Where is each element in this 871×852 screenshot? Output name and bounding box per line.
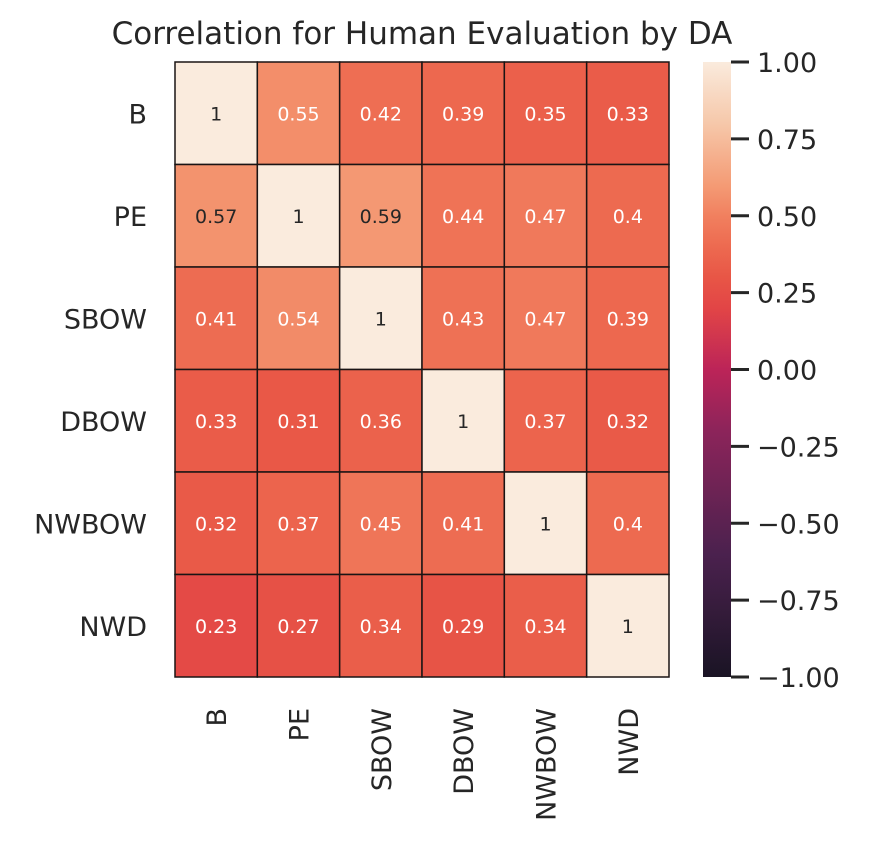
colorbar-tick-label: 0.00 [757,356,817,387]
cell-value-label: 0.23 [195,616,237,638]
row-label: PE [114,202,147,233]
colorbar-tick-label: 0.50 [757,202,817,233]
cell-value-label: 0.42 [360,103,402,125]
cell-value-label: 0.45 [360,513,402,535]
heatmap-cell [338,471,423,576]
cell-value-label: 0.34 [360,616,402,638]
row-label: DBOW [60,407,147,438]
cell-value-label: 0.37 [524,411,566,433]
column-label: SBOW [367,708,398,791]
colorbar-tick-label: 0.25 [757,279,817,310]
heatmap-cell [503,266,588,371]
heatmap-cell [503,471,588,576]
column-label: B [202,708,233,727]
cell-value-label: 0.4 [613,513,643,535]
cell-value-label: 0.32 [607,411,649,433]
heatmap-cell [421,163,506,268]
column-label: DBOW [449,708,480,795]
row-label: SBOW [64,304,147,335]
row-label: B [128,99,147,130]
heatmap-cell [174,573,259,678]
cell-value-label: 1 [375,308,387,330]
column-labels: B PE SBOW DBOW NWBOW NWD [202,708,645,821]
row-label: NWD [79,612,147,643]
cell-value-label: 0.33 [607,103,649,125]
heatmap-cell [174,471,259,576]
cell-value-label: 0.4 [613,206,643,228]
column-label: NWBOW [532,708,563,821]
heatmap-cell [174,368,259,473]
cell-value-label: 0.43 [442,308,484,330]
cell-value-label: 0.39 [607,308,649,330]
cell-value-label: 1 [622,616,634,638]
colorbar-tick-label: −0.50 [757,509,840,540]
colorbar-ticks: 1.00 0.75 0.50 0.25 0.00 −0.25 −0.50 −0.75 −1.00 [731,48,840,694]
cell-value-label: 0.27 [277,616,319,638]
cell-value-label: 0.35 [524,103,566,125]
heatmap-cell [256,368,341,473]
heatmap-cell [585,368,670,473]
colorbar: 1.00 0.75 0.50 0.25 0.00 −0.25 −0.50 −0.75 −1.00 [703,48,840,694]
heatmap-cells [174,61,670,678]
colorbar-tick-label: 1.00 [757,48,817,79]
heatmap-cell [585,266,670,371]
heatmap-cell [338,61,423,166]
column-label: PE [285,708,316,741]
heatmap-cell [256,163,341,268]
heatmap-cell [256,61,341,166]
cell-value-label: 0.33 [195,411,237,433]
cell-value-label: 0.32 [195,513,237,535]
cell-value-label: 1 [210,103,222,125]
heatmap-cell [585,573,670,678]
colorbar-gradient [703,62,731,677]
heatmap-cell [503,573,588,678]
heatmap-cell [174,61,259,166]
cell-value-label: 0.47 [524,308,566,330]
colorbar-tick-label: −1.00 [757,663,840,694]
cell-value-label: 0.47 [524,206,566,228]
cell-value-label: 1 [457,411,469,433]
cell-value-label: 0.29 [442,616,484,638]
column-label: NWD [614,708,645,776]
cell-value-label: 0.41 [195,308,237,330]
cell-value-label: 0.55 [277,103,319,125]
heatmap-cell [256,266,341,371]
heatmap-cell [338,368,423,473]
colorbar-tick-label: 0.75 [757,125,817,156]
cell-value-label: 0.54 [277,308,319,330]
heatmap-cell [585,61,670,166]
cell-value-label: 0.34 [524,616,566,638]
cell-value-label: 0.57 [195,206,237,228]
heatmap-cell [421,266,506,371]
cell-value-label: 1 [539,513,551,535]
cell-value-label: 0.31 [277,411,319,433]
cell-annotations: 1 0.55 0.42 0.39 0.35 0.33 0.57 1 0.59 0.44 0.47 0.… [195,103,649,638]
colorbar-tick-label: −0.75 [757,586,840,617]
chart-title: Correlation for Human Evaluation by DA [112,16,733,52]
cell-value-label: 1 [292,206,304,228]
cell-value-label: 0.59 [360,206,402,228]
cell-value-label: 0.39 [442,103,484,125]
heatmap-cell [421,573,506,678]
heatmap-cell [503,368,588,473]
row-labels: B PE SBOW DBOW NWBOW NWD [34,99,147,643]
heatmap-cell [585,471,670,576]
heatmap-cell [585,163,670,268]
cell-value-label: 0.41 [442,513,484,535]
cell-value-label: 0.44 [442,206,484,228]
cell-value-label: 0.37 [277,513,319,535]
colorbar-tick-label: −0.25 [757,432,840,463]
cell-value-label: 0.36 [360,411,402,433]
heatmap-cell [421,471,506,576]
heatmap-cell [421,368,506,473]
row-label: NWBOW [34,509,147,540]
